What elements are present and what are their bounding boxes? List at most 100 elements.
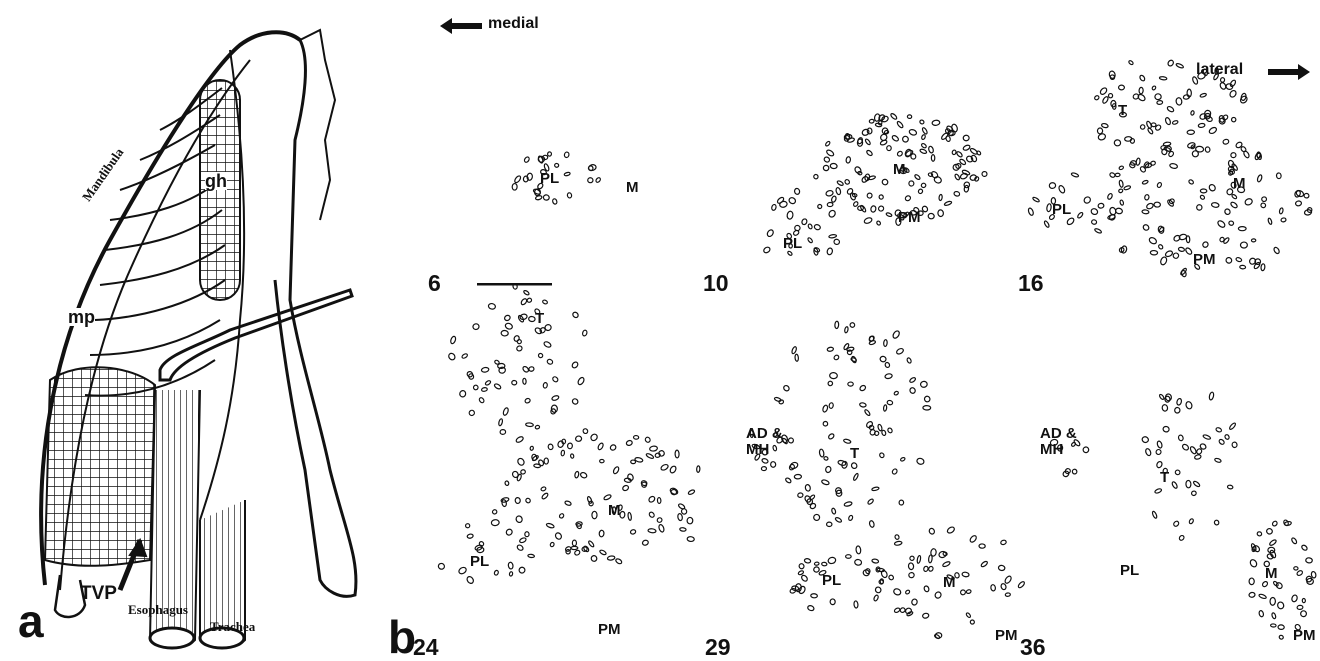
cell [1239,95,1248,104]
cell [1214,458,1221,463]
cell [953,191,960,197]
cell [523,290,530,296]
cell [1071,172,1079,177]
cell [1276,173,1281,179]
cell [1159,394,1165,400]
cell [1072,469,1077,475]
cell [814,224,821,231]
cell [1156,440,1162,448]
cell [835,321,839,329]
cell [1257,531,1263,536]
cell [607,555,615,560]
cell [919,148,927,154]
cell [779,201,788,208]
cell [1193,480,1201,487]
tvp-label: TVP [80,584,117,603]
cell [1118,188,1123,193]
cell [887,400,893,405]
cell [908,181,914,187]
cell [1231,117,1236,122]
cell [1273,246,1280,254]
cell [642,539,649,546]
cell [582,428,588,434]
cell [906,357,911,363]
region-label: PL [540,171,559,186]
cell [807,237,813,243]
cell [928,528,935,535]
cell [622,485,629,492]
cell [1189,446,1197,455]
cell [911,598,918,605]
cell [1146,121,1152,129]
cell [908,129,917,136]
cell [530,446,534,451]
cell [587,496,593,504]
cell [851,356,857,364]
anatomy-drawing [41,30,356,648]
cell [541,492,549,500]
cell [805,484,811,491]
cell [843,439,851,444]
cell [1159,76,1167,80]
cell [908,572,914,578]
cell [564,172,571,177]
cell [580,472,588,479]
cell [1279,208,1284,215]
cell [588,178,593,183]
cell [450,336,457,345]
cell [535,425,540,430]
cell [799,563,805,569]
cell [1162,404,1168,411]
cell [801,574,809,582]
cell [577,376,585,385]
cell [600,459,604,462]
cell [990,584,995,591]
cell [1169,163,1178,169]
cell [1178,247,1185,252]
cell [627,473,634,481]
cell [1083,196,1092,205]
region-label: M [1233,176,1246,191]
region-label: AD & MH [746,426,790,458]
cell [571,398,579,406]
cell [783,384,791,392]
cell [1227,485,1233,490]
cell [869,520,875,528]
cell [1181,443,1189,451]
cell [1004,575,1012,584]
region-label: PL [1120,563,1139,578]
cell [609,444,617,451]
cell [657,498,661,504]
cell [982,171,988,177]
cell [592,511,597,519]
cell [966,612,972,618]
cell [1270,597,1276,605]
cell [835,517,843,523]
cell [550,542,555,547]
cell [899,500,904,505]
cell [894,607,901,613]
cell [649,446,657,452]
cell [1240,93,1246,101]
cell [1217,220,1226,229]
cell [1107,193,1113,200]
cell [979,544,985,548]
cell [498,418,503,426]
cell [504,322,513,330]
cell [1165,250,1174,258]
region-label: PM [995,628,1018,643]
cell [1230,152,1236,158]
cell [520,298,527,306]
cell [881,178,889,186]
cell [1163,426,1170,433]
cell [1302,598,1305,602]
cell [567,443,572,449]
cell [904,195,911,202]
cell [970,620,975,625]
section-number: 16 [1018,272,1044,295]
cell [1271,624,1277,627]
cell [1000,583,1007,590]
cell [1251,239,1255,242]
cell [1171,481,1178,489]
cell [528,554,535,558]
